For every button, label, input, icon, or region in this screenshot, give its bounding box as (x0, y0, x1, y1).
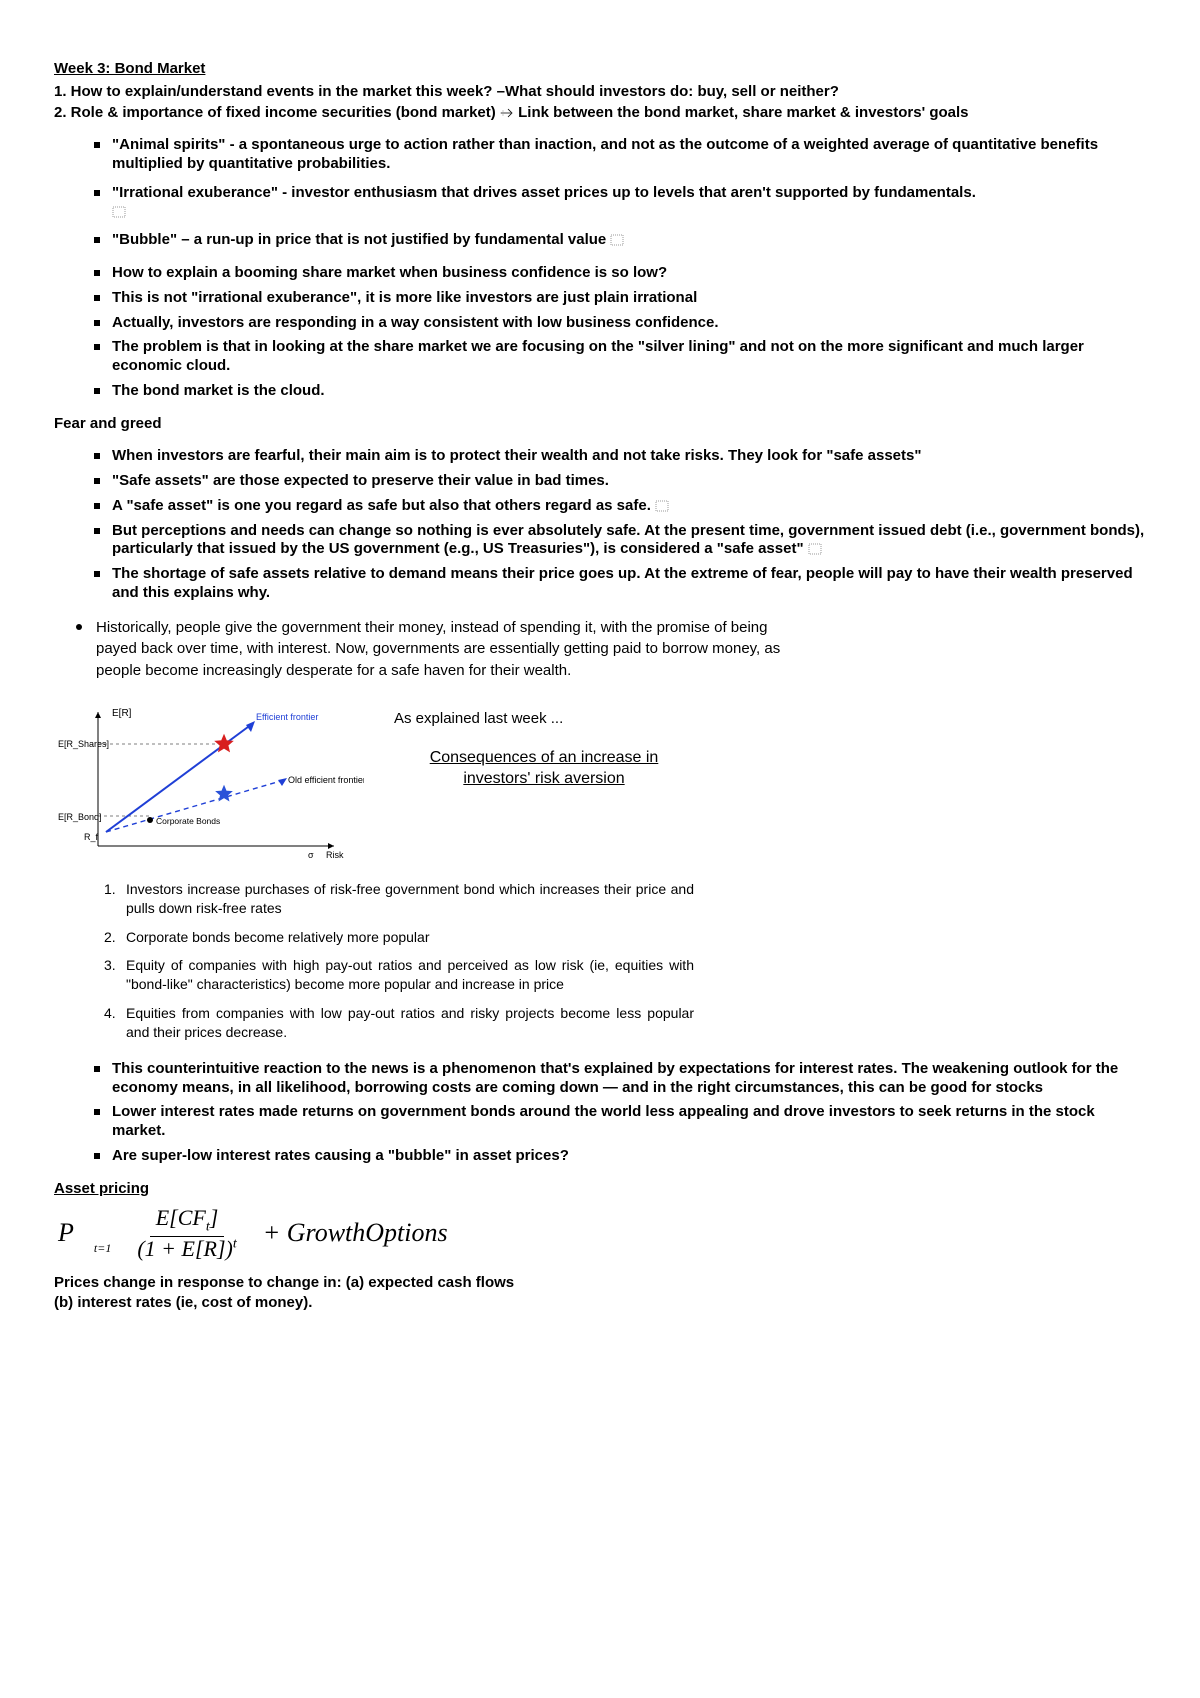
efficient-frontier-chart: E[R] E[R_Shares] E[R_Bond] R_f Risk σ Efficien… (54, 696, 364, 866)
main-item-2: This is not "irrational exuberance", it … (94, 289, 1146, 308)
main-item-3: Actually, investors are responding in a … (94, 314, 1146, 333)
closing-line-2: (b) interest rates (ie, cost of money). (54, 1294, 1146, 1313)
intro-line-2: 2. Role & importance of fixed income sec… (54, 104, 1146, 123)
formula-sum-sub: t=1 (94, 1241, 111, 1256)
fear-greed-heading: Fear and greed (54, 415, 1146, 434)
main-item-1: How to explain a booming share market wh… (94, 264, 1146, 283)
closing-line-1: Prices change in response to change in: … (54, 1274, 1146, 1293)
fear-i3-text: A "safe asset" is one you regard as safe… (112, 497, 651, 514)
cons-4-text: Equities from companies with low pay-out… (126, 1005, 694, 1040)
page-title: Week 3: Bond Market (54, 60, 1146, 79)
placeholder-icon (808, 543, 822, 555)
formula-P: P (58, 1217, 74, 1250)
tail-list: This counterintuitive reaction to the ne… (54, 1060, 1146, 1166)
explained-text: As explained last week ... (394, 710, 694, 729)
fear-item-5: The shortage of safe assets relative to … (94, 565, 1146, 603)
formula-growth: + GrowthOptions (263, 1217, 448, 1250)
placeholder-icon (610, 234, 624, 246)
pricing-formula: P t=1 E[CFt] (1 + E[R])t + GrowthOptions (58, 1206, 1146, 1259)
intro-line-1: 1. How to explain/understand events in t… (54, 83, 1146, 102)
svg-text:E[R_Shares]: E[R_Shares] (58, 739, 109, 749)
cons-3-text: Equity of companies with high pay-out ra… (126, 957, 694, 992)
intro-l2a: 2. Role & importance of fixed income sec… (54, 104, 496, 121)
svg-text:E[R_Bond]: E[R_Bond] (58, 812, 102, 822)
tail-item-3: Are super-low interest rates causing a "… (94, 1147, 1146, 1166)
closing-block: Prices change in response to change in: … (54, 1274, 1146, 1314)
definitions-list: "Animal spirits" - a spontaneous urge to… (54, 136, 1146, 250)
fear-item-4: But perceptions and needs can change so … (94, 522, 1146, 560)
formula-numerator: E[CFt] (150, 1206, 225, 1236)
def-ie-text: "Irrational exuberance" - investor enthu… (112, 184, 976, 201)
fear-item-3: A "safe asset" is one you regard as safe… (94, 497, 1146, 516)
tail-item-2: Lower interest rates made returns on gov… (94, 1103, 1146, 1141)
intro-block: 1. How to explain/understand events in t… (54, 83, 1146, 123)
main-list: How to explain a booming share market wh… (54, 264, 1146, 401)
cons-2-text: Corporate bonds become relatively more p… (126, 929, 430, 945)
historical-list: Historically, people give the government… (54, 617, 1146, 682)
def-animal-spirits: "Animal spirits" - a spontaneous urge to… (94, 136, 1146, 174)
formula-denominator: (1 + E[R])t (131, 1237, 242, 1260)
cons-item-4: 4.Equities from companies with low pay-o… (104, 1004, 694, 1042)
historical-item: Historically, people give the government… (76, 617, 796, 682)
svg-text:Corporate Bonds: Corporate Bonds (156, 816, 220, 826)
fear-item-1: When investors are fearful, their main a… (94, 447, 1146, 466)
svg-text:Risk: Risk (326, 850, 344, 860)
fear-list: When investors are fearful, their main a… (54, 447, 1146, 602)
cons-1-text: Investors increase purchases of risk-fre… (126, 881, 694, 916)
placeholder-icon (112, 206, 126, 218)
svg-text:R_f: R_f (84, 832, 99, 842)
consequences-heading: Consequences of an increase in investors… (394, 747, 694, 790)
cons-item-2: 2.Corporate bonds become relatively more… (104, 928, 694, 947)
chart-svg: E[R] E[R_Shares] E[R_Bond] R_f Risk σ Efficien… (54, 696, 364, 866)
arrow-icon (500, 107, 514, 119)
tail-item-1: This counterintuitive reaction to the ne… (94, 1060, 1146, 1098)
consequence-list: 1.Investors increase purchases of risk-f… (54, 880, 694, 1042)
chart-row: E[R] E[R_Shares] E[R_Bond] R_f Risk σ Efficien… (54, 696, 1146, 866)
fear-i4-text: But perceptions and needs can change so … (112, 522, 1144, 558)
main-item-5: The bond market is the cloud. (94, 382, 1146, 401)
main-item-4: The problem is that in looking at the sh… (94, 338, 1146, 376)
def-irrational-exuberance: "Irrational exuberance" - investor enthu… (94, 184, 1146, 222)
fear-item-2: "Safe assets" are those expected to pres… (94, 472, 1146, 491)
def-bubble-text: "Bubble" – a run-up in price that is not… (112, 231, 606, 248)
cons-item-1: 1.Investors increase purchases of risk-f… (104, 880, 694, 918)
svg-text:E[R]: E[R] (112, 708, 132, 719)
def-bubble: "Bubble" – a run-up in price that is not… (94, 231, 1146, 250)
svg-text:Efficient frontier: Efficient frontier (256, 712, 318, 722)
chart-side-text: As explained last week ... Consequences … (394, 696, 694, 790)
intro-l2b: Link between the bond market, share mark… (518, 104, 968, 121)
formula-fraction: E[CFt] (1 + E[R])t (131, 1206, 242, 1259)
svg-text:σ: σ (308, 850, 314, 860)
asset-pricing-heading: Asset pricing (54, 1180, 1146, 1199)
svg-text:Old efficient frontier: Old efficient frontier (288, 775, 364, 785)
placeholder-icon (655, 500, 669, 512)
cons-item-3: 3.Equity of companies with high pay-out … (104, 956, 694, 994)
